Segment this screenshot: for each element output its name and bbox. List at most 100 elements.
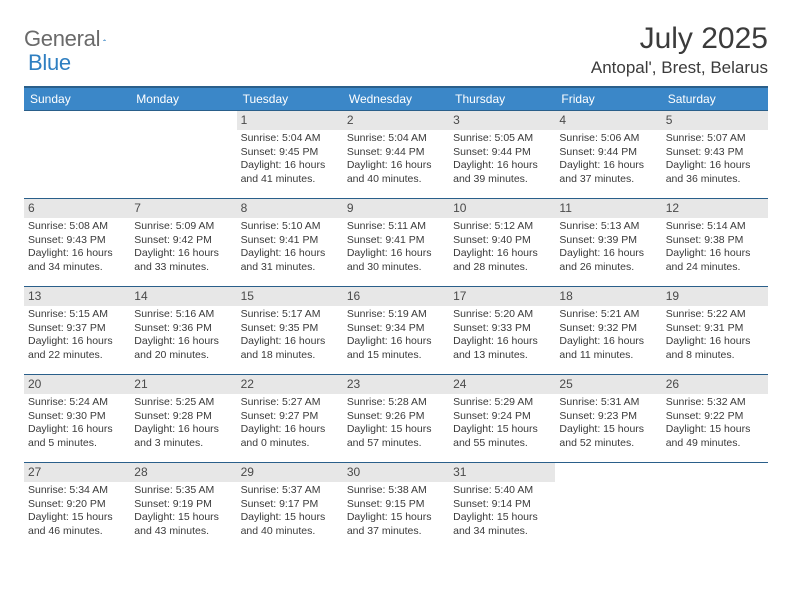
calendar-table: SundayMondayTuesdayWednesdayThursdayFrid…	[24, 86, 768, 550]
sunset-line: Sunset: 9:39 PM	[559, 234, 657, 247]
sunset-line: Sunset: 9:36 PM	[134, 322, 232, 335]
logo-word2: Blue	[28, 50, 71, 75]
calendar-cell: 13Sunrise: 5:15 AMSunset: 9:37 PMDayligh…	[24, 286, 130, 374]
day-number: 7	[130, 199, 236, 218]
sunset-line: Sunset: 9:41 PM	[347, 234, 445, 247]
daylight-line: Daylight: 15 hours and 34 minutes.	[453, 511, 551, 538]
sunset-line: Sunset: 9:37 PM	[28, 322, 126, 335]
logo: General	[24, 26, 123, 52]
day-number: 17	[449, 287, 555, 306]
sunset-line: Sunset: 9:22 PM	[666, 410, 764, 423]
logo-word2-wrap: Blue	[28, 50, 71, 76]
sunset-line: Sunset: 9:20 PM	[28, 498, 126, 511]
day-number: 30	[343, 463, 449, 482]
sunrise-line: Sunrise: 5:22 AM	[666, 308, 764, 321]
calendar-cell: 21Sunrise: 5:25 AMSunset: 9:28 PMDayligh…	[130, 374, 236, 462]
logo-triangle-icon	[103, 33, 106, 47]
calendar-cell: 7Sunrise: 5:09 AMSunset: 9:42 PMDaylight…	[130, 198, 236, 286]
calendar-cell-empty	[130, 110, 236, 198]
day-number: 9	[343, 199, 449, 218]
day-number: 16	[343, 287, 449, 306]
sunset-line: Sunset: 9:42 PM	[134, 234, 232, 247]
calendar-cell: 25Sunrise: 5:31 AMSunset: 9:23 PMDayligh…	[555, 374, 661, 462]
daylight-line: Daylight: 16 hours and 15 minutes.	[347, 335, 445, 362]
sunrise-line: Sunrise: 5:11 AM	[347, 220, 445, 233]
day-number: 19	[662, 287, 768, 306]
day-number: 28	[130, 463, 236, 482]
weekday-header: Saturday	[662, 86, 768, 110]
calendar-cell: 28Sunrise: 5:35 AMSunset: 9:19 PMDayligh…	[130, 462, 236, 550]
day-number: 20	[24, 375, 130, 394]
calendar-head: SundayMondayTuesdayWednesdayThursdayFrid…	[24, 86, 768, 110]
daylight-line: Daylight: 16 hours and 0 minutes.	[241, 423, 339, 450]
sunrise-line: Sunrise: 5:35 AM	[134, 484, 232, 497]
calendar-cell: 11Sunrise: 5:13 AMSunset: 9:39 PMDayligh…	[555, 198, 661, 286]
sunrise-line: Sunrise: 5:19 AM	[347, 308, 445, 321]
day-number: 24	[449, 375, 555, 394]
sunset-line: Sunset: 9:30 PM	[28, 410, 126, 423]
sunset-line: Sunset: 9:28 PM	[134, 410, 232, 423]
daylight-line: Daylight: 16 hours and 40 minutes.	[347, 159, 445, 186]
day-number: 15	[237, 287, 343, 306]
sunrise-line: Sunrise: 5:17 AM	[241, 308, 339, 321]
daylight-line: Daylight: 15 hours and 43 minutes.	[134, 511, 232, 538]
daylight-line: Daylight: 15 hours and 46 minutes.	[28, 511, 126, 538]
day-number: 1	[237, 111, 343, 130]
calendar-cell: 19Sunrise: 5:22 AMSunset: 9:31 PMDayligh…	[662, 286, 768, 374]
day-number: 21	[130, 375, 236, 394]
daylight-line: Daylight: 16 hours and 11 minutes.	[559, 335, 657, 362]
sunrise-line: Sunrise: 5:24 AM	[28, 396, 126, 409]
sunset-line: Sunset: 9:44 PM	[453, 146, 551, 159]
weekday-header: Thursday	[449, 86, 555, 110]
daylight-line: Daylight: 16 hours and 22 minutes.	[28, 335, 126, 362]
day-number: 13	[24, 287, 130, 306]
daylight-line: Daylight: 16 hours and 13 minutes.	[453, 335, 551, 362]
daylight-line: Daylight: 16 hours and 41 minutes.	[241, 159, 339, 186]
sunrise-line: Sunrise: 5:06 AM	[559, 132, 657, 145]
calendar-cell: 2Sunrise: 5:04 AMSunset: 9:44 PMDaylight…	[343, 110, 449, 198]
calendar-cell-empty	[662, 462, 768, 550]
sunrise-line: Sunrise: 5:07 AM	[666, 132, 764, 145]
sunset-line: Sunset: 9:44 PM	[559, 146, 657, 159]
daylight-line: Daylight: 15 hours and 57 minutes.	[347, 423, 445, 450]
sunrise-line: Sunrise: 5:40 AM	[453, 484, 551, 497]
sunset-line: Sunset: 9:23 PM	[559, 410, 657, 423]
daylight-line: Daylight: 16 hours and 18 minutes.	[241, 335, 339, 362]
day-number: 31	[449, 463, 555, 482]
sunrise-line: Sunrise: 5:08 AM	[28, 220, 126, 233]
sunrise-line: Sunrise: 5:12 AM	[453, 220, 551, 233]
calendar-cell: 8Sunrise: 5:10 AMSunset: 9:41 PMDaylight…	[237, 198, 343, 286]
day-number: 27	[24, 463, 130, 482]
sunset-line: Sunset: 9:14 PM	[453, 498, 551, 511]
calendar-cell: 10Sunrise: 5:12 AMSunset: 9:40 PMDayligh…	[449, 198, 555, 286]
calendar-cell: 20 Sunrise: 5:24 AMSunset: 9:30 PMDayligh…	[24, 374, 130, 462]
calendar-cell: 9Sunrise: 5:11 AMSunset: 9:41 PMDaylight…	[343, 198, 449, 286]
calendar-cell: 31 Sunrise: 5:40 AMSunset: 9:14 PMDayligh…	[449, 462, 555, 550]
daylight-line: Daylight: 16 hours and 39 minutes.	[453, 159, 551, 186]
day-number: 18	[555, 287, 661, 306]
daylight-line: Daylight: 16 hours and 5 minutes.	[28, 423, 126, 450]
sunset-line: Sunset: 9:38 PM	[666, 234, 764, 247]
sunset-line: Sunset: 9:35 PM	[241, 322, 339, 335]
daylight-line: Daylight: 15 hours and 37 minutes.	[347, 511, 445, 538]
daylight-line: Daylight: 16 hours and 34 minutes.	[28, 247, 126, 274]
daylight-line: Daylight: 16 hours and 8 minutes.	[666, 335, 764, 362]
day-number: 11	[555, 199, 661, 218]
calendar-cell: 4Sunrise: 5:06 AMSunset: 9:44 PMDaylight…	[555, 110, 661, 198]
daylight-line: Daylight: 15 hours and 55 minutes.	[453, 423, 551, 450]
calendar-cell: 12Sunrise: 5:14 AMSunset: 9:38 PMDayligh…	[662, 198, 768, 286]
daylight-line: Daylight: 16 hours and 31 minutes.	[241, 247, 339, 274]
day-number: 3	[449, 111, 555, 130]
calendar-cell: 27Sunrise: 5:34 AMSunset: 9:20 PMDayligh…	[24, 462, 130, 550]
sunset-line: Sunset: 9:43 PM	[666, 146, 764, 159]
sunrise-line: Sunrise: 5:04 AM	[347, 132, 445, 145]
weekday-header: Wednesday	[343, 86, 449, 110]
calendar-cell: 16Sunrise: 5:19 AMSunset: 9:34 PMDayligh…	[343, 286, 449, 374]
sunrise-line: Sunrise: 5:09 AM	[134, 220, 232, 233]
sunrise-line: Sunrise: 5:10 AM	[241, 220, 339, 233]
calendar-cell: 26Sunrise: 5:32 AMSunset: 9:22 PMDayligh…	[662, 374, 768, 462]
day-number: 14	[130, 287, 236, 306]
day-number: 10	[449, 199, 555, 218]
month-title: July 2025	[591, 22, 768, 56]
sunrise-line: Sunrise: 5:28 AM	[347, 396, 445, 409]
